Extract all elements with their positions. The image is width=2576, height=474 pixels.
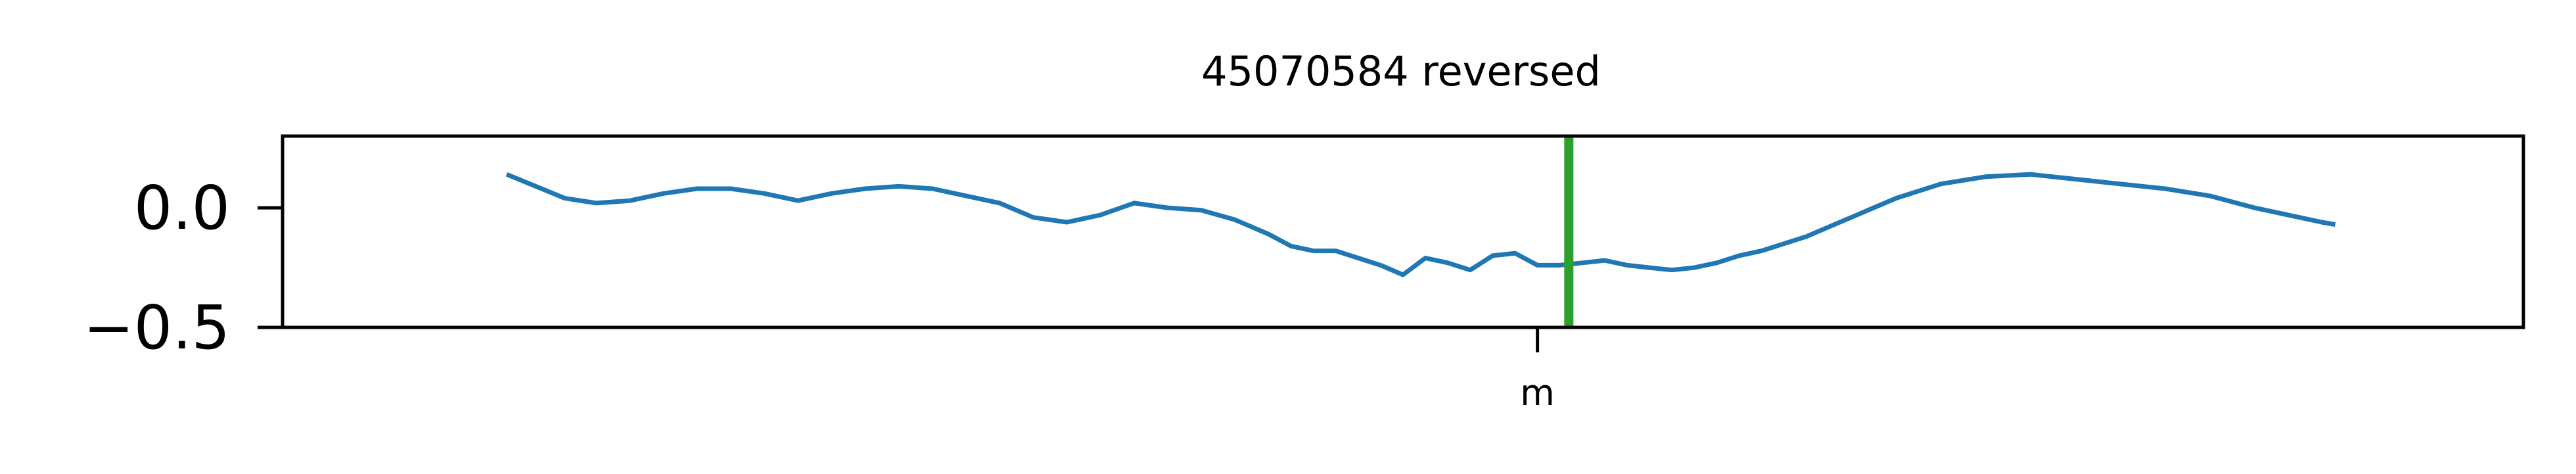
- plot-frame: [281, 134, 2525, 329]
- x-tick-label-0: m: [1520, 372, 1555, 414]
- y-tick-label-0: 0.0: [134, 173, 230, 243]
- y-axis: 0.0 −0.5: [83, 173, 283, 363]
- chart-title: 45070584 reversed: [1201, 47, 1601, 95]
- x-axis: m: [1520, 327, 1555, 414]
- series-line-0: [505, 172, 2336, 277]
- plot-area: [505, 136, 2336, 327]
- y-tick-label-1: −0.5: [83, 293, 230, 363]
